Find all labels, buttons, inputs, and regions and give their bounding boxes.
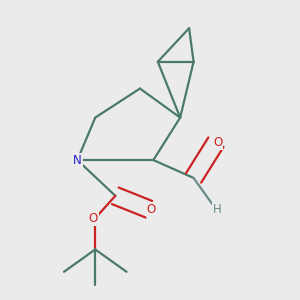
Text: N: N	[73, 154, 82, 166]
Text: O: O	[146, 203, 156, 216]
Text: O: O	[213, 136, 222, 149]
Text: O: O	[88, 212, 98, 225]
Text: H: H	[213, 203, 222, 216]
